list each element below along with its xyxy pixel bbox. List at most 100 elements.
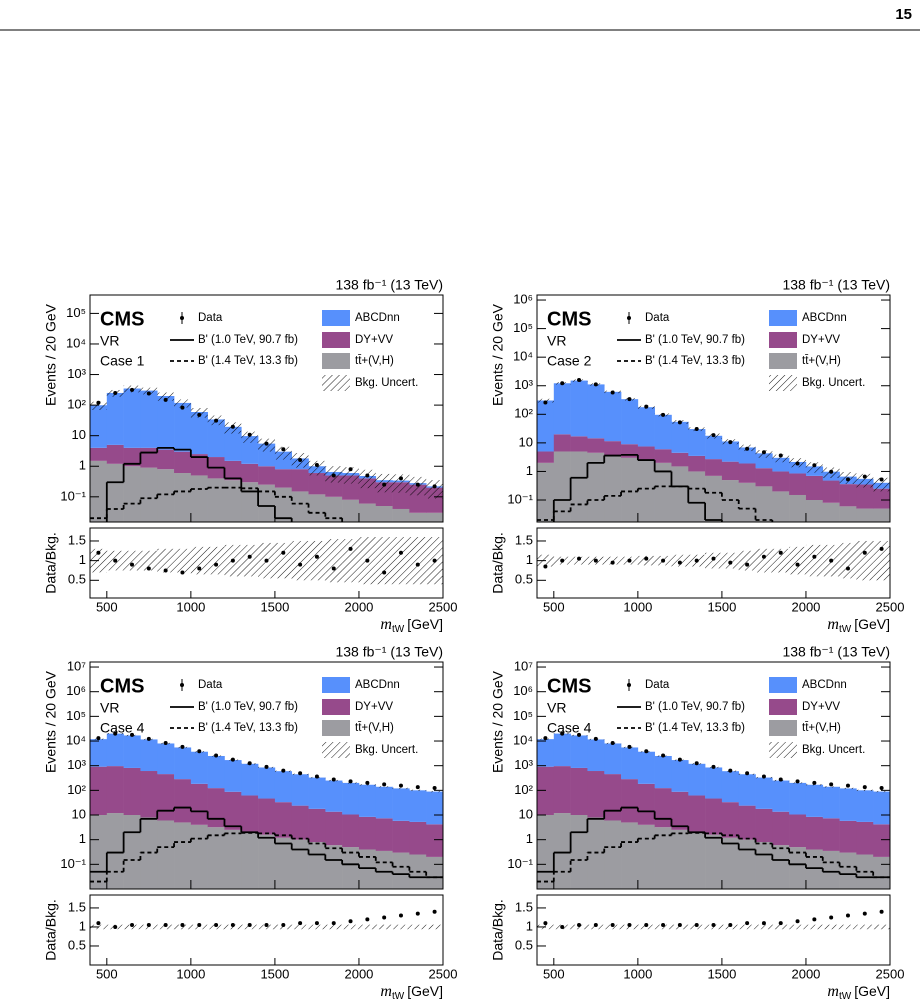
y-axis-label: Events / 20 GeV	[43, 303, 59, 406]
uncertainty-band	[772, 454, 790, 463]
data-point	[113, 731, 118, 736]
ratio-point	[862, 550, 867, 555]
stack-bar	[738, 482, 756, 522]
legend-label: B' (1.4 TeV, 13.3 fb)	[645, 355, 745, 367]
ratio-point	[230, 558, 235, 563]
y-tick-label: 10⁵	[513, 708, 533, 723]
stack-bar	[839, 484, 857, 507]
ratio-point	[694, 923, 699, 928]
data-point	[415, 785, 420, 790]
stack-bar	[207, 419, 225, 458]
experiment-label: CMS	[100, 675, 144, 697]
x-tick-label: 2500	[876, 599, 905, 614]
stack-bar	[342, 814, 360, 848]
stack-bar	[654, 414, 672, 450]
stack-bar	[637, 751, 655, 784]
stack-bar	[190, 783, 208, 825]
stack-bar	[621, 747, 639, 780]
stack-bar	[291, 839, 309, 889]
stack-bar	[274, 771, 293, 803]
stack-bar	[805, 500, 824, 522]
stack-bar	[241, 436, 259, 464]
signal-connector	[105, 807, 411, 878]
ratio-uncertainty-band	[241, 544, 259, 577]
stack-bar	[140, 447, 158, 468]
stack-bar	[553, 434, 571, 452]
data-point	[247, 761, 252, 766]
stack-bar	[789, 847, 807, 889]
stack-bar	[805, 816, 824, 850]
stack-bar	[738, 774, 756, 806]
legend-label: Data	[645, 679, 670, 691]
data-point	[365, 780, 370, 785]
stack-bar	[207, 827, 225, 889]
legend-label: B' (1.0 TeV, 90.7 fb)	[645, 334, 745, 346]
stack-bar	[604, 441, 622, 456]
ratio-point	[281, 550, 286, 555]
main-plot	[537, 377, 890, 522]
ratio-point	[745, 921, 750, 926]
ratio-point	[382, 570, 387, 575]
experiment-label: CMS	[547, 675, 591, 697]
y-tick-label: 10⁻¹	[60, 856, 86, 871]
ratio-point	[163, 923, 168, 928]
stack-bar	[688, 832, 706, 889]
ratio-uncertainty-band	[789, 924, 806, 930]
stack-bar	[654, 449, 672, 463]
ratio-point	[163, 568, 168, 573]
stack-bar	[90, 766, 108, 816]
ratio-point	[829, 915, 834, 920]
ratio-tick-label: 0.5	[68, 572, 86, 587]
stack-bar	[654, 755, 672, 789]
x-tick-label: 1500	[707, 599, 736, 614]
stack-bar	[570, 735, 588, 768]
data-point	[677, 757, 682, 762]
stack-bar	[621, 457, 639, 522]
ratio-point	[761, 921, 766, 926]
main-plot	[537, 731, 890, 889]
region-label: VR	[100, 333, 119, 349]
data-point	[180, 744, 185, 749]
stack-bar	[106, 766, 124, 814]
uncertainty-band	[409, 789, 427, 791]
x-tick-label: 2500	[429, 599, 458, 614]
stack-bar	[123, 735, 141, 768]
ratio-point	[415, 562, 420, 567]
y-axis-label: Events / 20 GeV	[43, 670, 59, 773]
legend-swatch	[769, 375, 797, 391]
stack-bar	[721, 480, 740, 522]
y-tick-label: 10²	[514, 406, 533, 421]
stack-bar	[358, 849, 377, 889]
stack-bar	[537, 815, 555, 889]
ratio-uncertainty-band	[873, 540, 890, 581]
case-label: Case 2	[547, 353, 592, 369]
stack-bar	[688, 455, 706, 472]
ratio-uncertainty-band	[157, 548, 175, 573]
case-label: Case 1	[100, 353, 145, 369]
stack-bar	[325, 496, 343, 522]
x-label-subscript: tW	[392, 624, 405, 635]
uncertainty-band	[174, 399, 191, 408]
stack-bar	[856, 790, 874, 822]
stack-bar	[738, 463, 756, 483]
stack-bar	[805, 849, 824, 889]
y-tick-label: 10	[72, 427, 86, 442]
stack-bar	[553, 766, 571, 814]
stack-bar	[755, 486, 773, 522]
ratio-frame	[89, 894, 444, 966]
ratio-point	[593, 558, 598, 563]
stack-bar	[157, 469, 175, 522]
ratio-point	[247, 554, 252, 559]
x-label-subscript: tW	[839, 624, 852, 635]
ratio-point	[264, 558, 269, 563]
stack-bar	[621, 779, 639, 823]
ratio-uncertainty-band	[291, 540, 309, 581]
ratio-point	[314, 554, 319, 559]
x-tick-label: 1000	[623, 966, 652, 981]
stack-bar	[570, 380, 588, 437]
stack-bar	[325, 780, 343, 812]
stack-bar	[90, 739, 108, 767]
uncertainty-band	[342, 467, 359, 484]
stack-bar	[308, 777, 326, 809]
legend-label: Data	[198, 679, 223, 691]
